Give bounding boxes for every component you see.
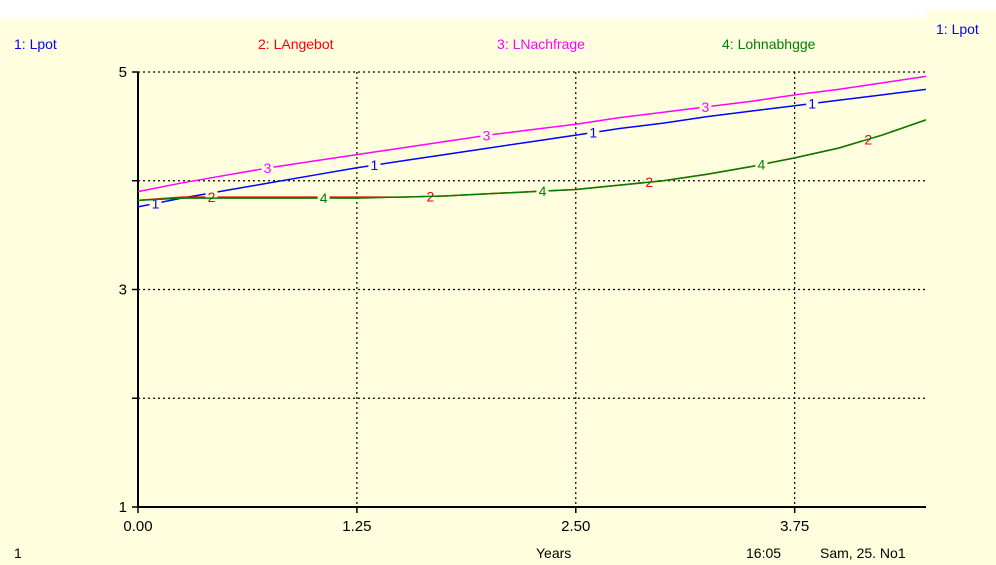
side-strip <box>926 10 996 565</box>
side-series-label: 1: Lpot <box>936 21 979 37</box>
series-marker-3: 3 <box>701 99 709 115</box>
series-marker-4: 4 <box>320 190 328 206</box>
series-marker-bg <box>368 157 381 173</box>
x-tick-label: 3.75 <box>780 518 809 535</box>
time-label: 16:05 <box>746 545 782 561</box>
x-tick-label: 0.00 <box>123 518 152 535</box>
y-tick-label: 3 <box>119 282 127 299</box>
series-marker-bg <box>806 95 819 111</box>
page-number: 1 <box>14 545 22 561</box>
series-marker-bg <box>755 156 768 172</box>
series-marker-1: 1 <box>371 157 379 173</box>
series-line-2 <box>137 119 926 202</box>
series-marker-bg <box>587 124 600 140</box>
series-marker-1: 1 <box>808 96 816 112</box>
series-line-1 <box>137 88 926 208</box>
x-tick-label: 1.25 <box>342 518 371 535</box>
legend-item-lohnabhgge: 4: Lohnabhgge <box>722 36 816 52</box>
series-marker-bg <box>261 160 274 176</box>
series-marker-bg <box>699 99 712 115</box>
series-marker-1: 1 <box>152 195 160 211</box>
series-marker-4: 4 <box>539 183 547 199</box>
series-marker-1: 1 <box>589 124 597 140</box>
series-marker-2: 2 <box>208 189 216 205</box>
legend-item-langebot: 2: LAngebot <box>258 36 334 52</box>
series-marker-bg <box>536 183 549 199</box>
x-axis-label: Years <box>536 545 572 561</box>
series-marker-3: 3 <box>483 127 491 143</box>
series-line-4 <box>137 119 926 202</box>
series-line-3 <box>137 75 926 193</box>
series-marker-4: 4 <box>757 157 765 173</box>
y-tick-label: 5 <box>119 64 127 81</box>
date-label: Sam, 25. No1 <box>820 545 906 561</box>
series-marker-bg <box>317 190 330 206</box>
series-marker-bg <box>205 189 218 205</box>
legend-item-lnachfrage: 3: LNachfrage <box>497 36 585 52</box>
series-marker-bg <box>480 127 493 143</box>
legend-item-lpot: 1: Lpot <box>14 36 57 52</box>
series-marker-3: 3 <box>264 160 272 176</box>
y-tick-label: 1 <box>119 499 127 516</box>
x-tick-label: 2.50 <box>561 518 590 535</box>
